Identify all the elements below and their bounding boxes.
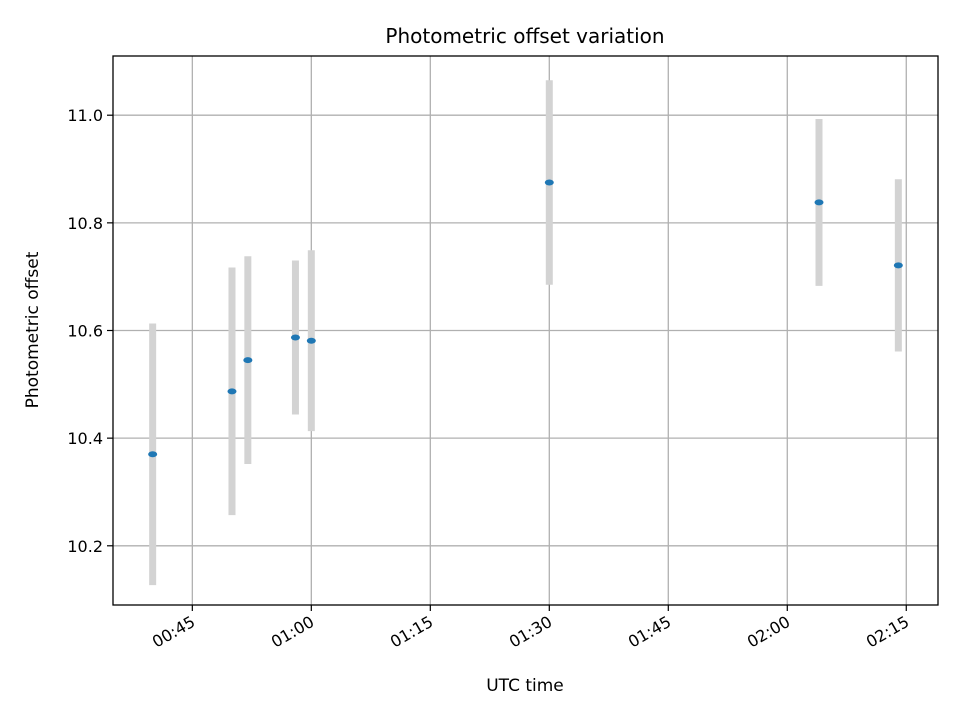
x-axis-label: UTC time <box>486 676 564 696</box>
y-axis-ticks: 10.2 10.4 10.6 10.8 11.0 <box>67 106 113 556</box>
chart-title: Photometric offset variation <box>385 24 664 48</box>
data-point <box>814 199 824 206</box>
data-point <box>148 451 158 458</box>
y-tick-label: 10.6 <box>67 322 103 341</box>
y-tick-label: 10.4 <box>67 429 103 448</box>
point-layer <box>148 179 903 458</box>
data-point <box>227 388 237 395</box>
data-point <box>306 337 316 344</box>
y-tick-label: 10.2 <box>67 537 103 556</box>
data-point <box>243 357 253 364</box>
grid-layer <box>113 56 938 605</box>
data-point <box>893 262 903 269</box>
data-point <box>290 334 300 341</box>
y-tick-label: 11.0 <box>67 106 103 125</box>
y-axis-label: Photometric offset <box>23 251 43 408</box>
data-point <box>544 179 554 186</box>
y-tick-label: 10.8 <box>67 214 103 233</box>
